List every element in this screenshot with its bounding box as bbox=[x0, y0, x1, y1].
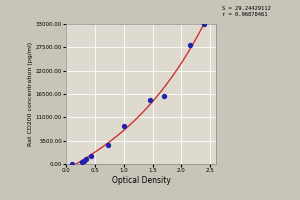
Point bbox=[162, 95, 167, 98]
Point bbox=[79, 160, 84, 163]
Point bbox=[188, 44, 192, 47]
Point bbox=[69, 162, 74, 166]
Point bbox=[84, 157, 88, 161]
Point bbox=[82, 159, 86, 162]
Point bbox=[105, 143, 110, 147]
Point bbox=[147, 99, 152, 102]
X-axis label: Optical Density: Optical Density bbox=[112, 176, 170, 185]
Text: S = 29.24429112
r = 0.96878461: S = 29.24429112 r = 0.96878461 bbox=[222, 6, 271, 17]
Y-axis label: Rat CD200 concentration (pg/ml): Rat CD200 concentration (pg/ml) bbox=[28, 42, 33, 146]
Point bbox=[202, 22, 207, 26]
Point bbox=[89, 154, 94, 157]
Point bbox=[121, 124, 126, 127]
